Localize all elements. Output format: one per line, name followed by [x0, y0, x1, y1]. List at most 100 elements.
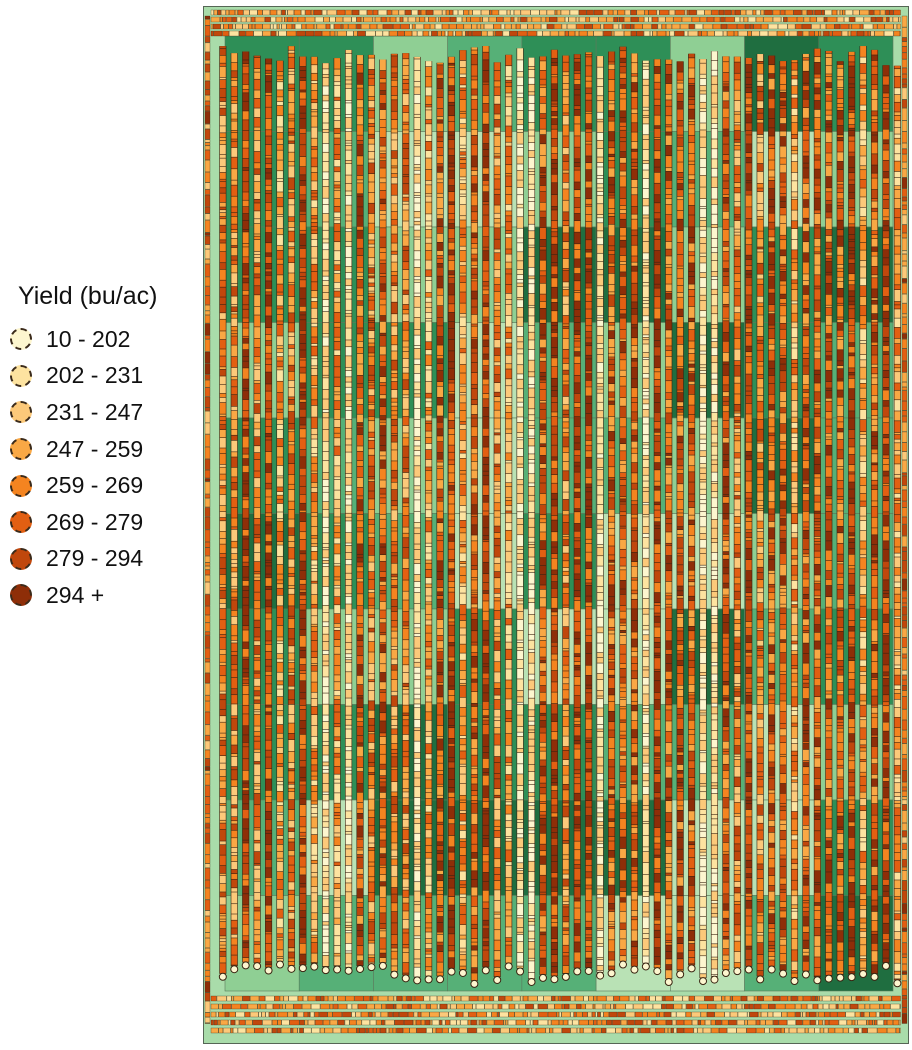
- yield-point: [471, 135, 478, 145]
- yield-point: [551, 862, 558, 873]
- yield-point: [231, 821, 238, 824]
- yield-point: [437, 163, 444, 167]
- yield-point: [574, 455, 581, 462]
- yield-point: [597, 965, 604, 971]
- yield-point: [448, 797, 455, 807]
- yield-point: [517, 72, 524, 77]
- yield-point: [574, 574, 581, 580]
- yield-point: [254, 151, 261, 163]
- yield-point: [391, 168, 398, 174]
- yield-point: [322, 871, 329, 878]
- yield-point: [574, 472, 581, 484]
- yield-point: [585, 889, 592, 901]
- yield-point: [620, 276, 626, 287]
- yield-point: [299, 650, 306, 658]
- yield-point: [448, 534, 455, 542]
- yield-point: [425, 202, 432, 214]
- yield-point: [368, 385, 375, 389]
- yield-point: [597, 673, 604, 680]
- yield-point: [391, 850, 398, 856]
- yield-point: [219, 517, 226, 521]
- yield-point: [574, 920, 581, 924]
- yield-point: [471, 339, 478, 348]
- yield-point: [425, 107, 432, 110]
- yield-point: [448, 78, 455, 86]
- yield-point: [540, 202, 546, 211]
- yield-point: [585, 371, 592, 374]
- yield-point: [334, 220, 341, 224]
- yield-point: [551, 574, 558, 582]
- yield-point: [334, 907, 341, 918]
- yield-point: [391, 944, 398, 948]
- yield-point: [437, 172, 444, 179]
- yield-point: [459, 620, 466, 628]
- yield-point: [265, 185, 272, 191]
- yield-point: [528, 925, 535, 931]
- yield-point: [288, 119, 295, 121]
- yield-point: [562, 226, 569, 233]
- yield-point: [540, 103, 546, 114]
- yield-point: [254, 703, 261, 710]
- yield-point: [219, 745, 226, 756]
- yield-point: [357, 500, 363, 511]
- yield-point: [505, 186, 512, 195]
- yield-point: [402, 840, 409, 844]
- yield-point: [345, 759, 352, 767]
- yield-point: [517, 822, 524, 829]
- yield-point: [402, 159, 409, 166]
- yield-point: [379, 183, 386, 191]
- yield-point: [528, 725, 535, 730]
- yield-point: [414, 276, 421, 280]
- yield-point: [505, 453, 512, 461]
- yield-point: [448, 167, 455, 170]
- yield-point: [517, 389, 524, 398]
- yield-point: [402, 321, 409, 330]
- yield-point: [368, 892, 375, 902]
- yield-point: [597, 519, 604, 525]
- yield-point: [391, 262, 398, 272]
- yield-point: [620, 739, 626, 747]
- yield-point: [265, 714, 272, 726]
- yield-point: [505, 386, 512, 398]
- yield-point: [231, 636, 238, 640]
- yield-point: [528, 210, 535, 216]
- yield-point: [437, 736, 444, 739]
- yield-point: [620, 438, 626, 444]
- yield-point: [379, 906, 386, 913]
- yield-point: [459, 795, 466, 800]
- yield-point: [334, 737, 341, 741]
- yield-point: [482, 236, 489, 247]
- yield-point: [540, 742, 546, 747]
- yield-point: [357, 55, 363, 65]
- yield-point: [391, 415, 398, 419]
- yield-point: [585, 552, 592, 562]
- yield-point: [242, 500, 249, 509]
- yield-point: [574, 436, 581, 443]
- yield-point: [562, 363, 569, 370]
- yield-point: [585, 719, 592, 730]
- legend-label-7: 279 - 294: [46, 545, 144, 572]
- yield-point: [379, 488, 386, 494]
- yield-point: [219, 737, 226, 740]
- yield-point: [528, 293, 535, 305]
- yield-point: [334, 206, 341, 212]
- yield-point: [437, 787, 444, 795]
- yield-point: [322, 276, 329, 281]
- yield-point: [345, 175, 352, 184]
- yield-point: [551, 266, 558, 275]
- yield-point: [459, 735, 466, 739]
- yield-point: [494, 374, 501, 383]
- yield-point: [242, 659, 249, 669]
- yield-point: [265, 589, 272, 600]
- yield-point: [459, 813, 466, 821]
- yield-point: [402, 395, 409, 398]
- yield-point: [368, 100, 375, 108]
- yield-point: [231, 847, 238, 853]
- legend-item-2: 202 - 231: [10, 358, 204, 395]
- yield-point: [379, 610, 386, 619]
- yield-point: [242, 448, 249, 454]
- yield-point: [425, 620, 432, 625]
- yield-point: [528, 780, 535, 785]
- yield-point: [540, 585, 546, 589]
- yield-point: [311, 428, 318, 435]
